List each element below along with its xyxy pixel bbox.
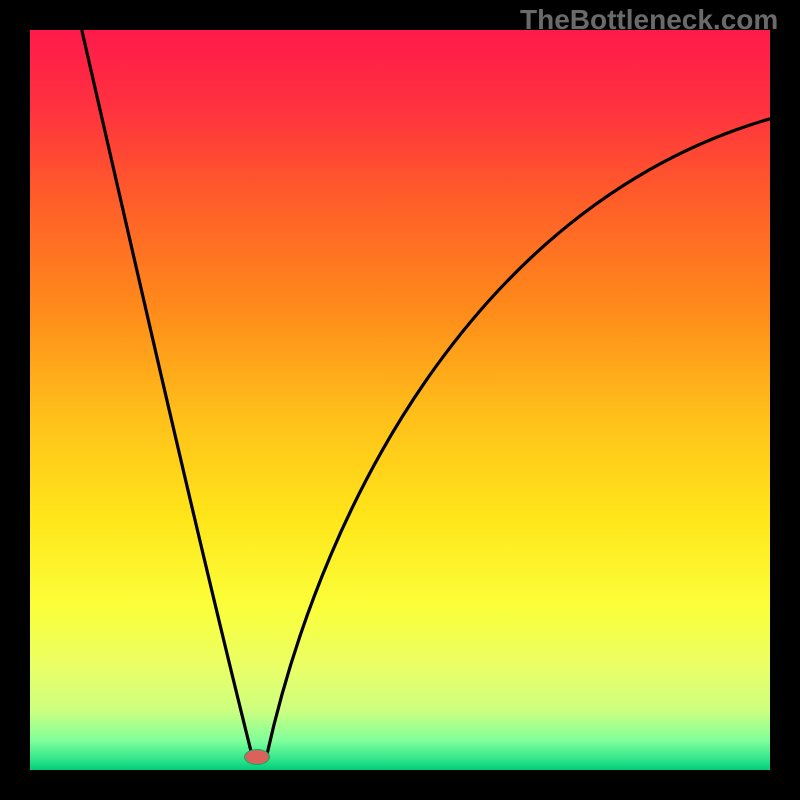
minimum-marker [244,749,270,765]
bottleneck-curve [82,30,770,755]
watermark-text: TheBottleneck.com [520,4,778,36]
curve-layer [30,30,770,770]
chart-container: TheBottleneck.com [0,0,800,800]
plot-area [30,30,770,770]
